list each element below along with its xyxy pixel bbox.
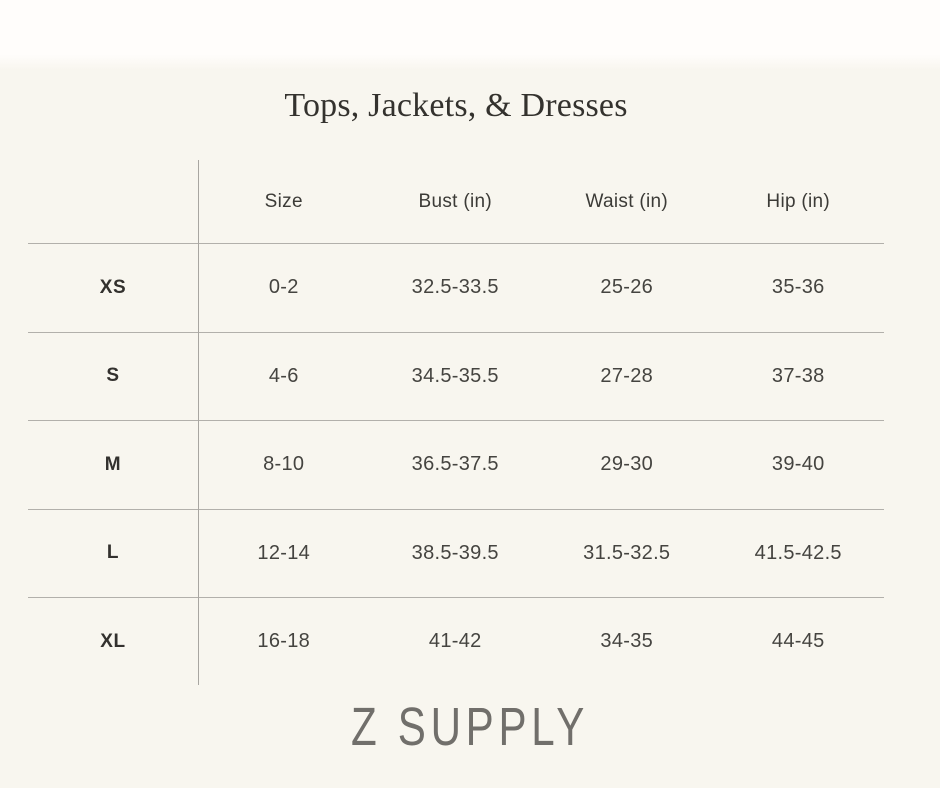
table-row-m: M 8-10 36.5-37.5 29-30 39-40 bbox=[28, 420, 884, 509]
row-label: S bbox=[106, 365, 120, 387]
cell-bust: 41-42 bbox=[428, 630, 482, 653]
column-header-hip: Hip (in) bbox=[766, 190, 831, 212]
cell-waist: 31.5-32.5 bbox=[583, 541, 671, 564]
table-vertical-divider bbox=[198, 160, 199, 685]
cell-bust: 38.5-39.5 bbox=[411, 541, 499, 564]
cell-hip: 37-38 bbox=[771, 364, 825, 387]
column-header-size: Size bbox=[264, 190, 303, 212]
brand-logo: Z SUPPLY bbox=[351, 697, 589, 757]
table-row-xl: XL 16-18 41-42 34-35 44-45 bbox=[28, 597, 884, 686]
cell-size: 8-10 bbox=[263, 453, 305, 476]
page-title: Tops, Jackets, & Dresses bbox=[284, 87, 628, 124]
cell-size: 16-18 bbox=[257, 630, 311, 653]
cell-hip: 44-45 bbox=[771, 630, 825, 653]
table-row-l: L 12-14 38.5-39.5 31.5-32.5 41.5-42.5 bbox=[28, 508, 884, 598]
row-label: XL bbox=[100, 630, 126, 652]
cell-waist: 29-30 bbox=[600, 453, 654, 476]
cell-bust: 32.5-33.5 bbox=[411, 276, 499, 299]
size-chart-table: Size Bust (in) Waist (in) Hip (in) XS 0-2… bbox=[28, 160, 884, 686]
cell-size: 0-2 bbox=[268, 276, 299, 299]
column-header-bust: Bust (in) bbox=[418, 190, 492, 212]
column-header-waist: Waist (in) bbox=[585, 190, 669, 212]
cell-size: 4-6 bbox=[268, 364, 299, 387]
cell-hip: 39-40 bbox=[771, 453, 825, 476]
table-row-s: S 4-6 34.5-35.5 27-28 37-38 bbox=[28, 331, 884, 421]
cell-bust: 36.5-37.5 bbox=[411, 453, 499, 476]
cell-waist: 34-35 bbox=[600, 630, 654, 653]
row-label: XS bbox=[99, 276, 127, 298]
top-band bbox=[0, 0, 940, 70]
row-label: L bbox=[106, 542, 120, 564]
table-header-row: Size Bust (in) Waist (in) Hip (in) bbox=[28, 160, 884, 243]
cell-waist: 27-28 bbox=[600, 364, 654, 387]
cell-bust: 34.5-35.5 bbox=[411, 364, 499, 387]
cell-waist: 25-26 bbox=[600, 276, 654, 299]
row-label: M bbox=[104, 453, 122, 475]
cell-hip: 41.5-42.5 bbox=[754, 541, 842, 564]
cell-hip: 35-36 bbox=[771, 276, 825, 299]
cell-size: 12-14 bbox=[257, 541, 311, 564]
table-row-xs: XS 0-2 32.5-33.5 25-26 35-36 bbox=[28, 243, 884, 332]
table-header-corner bbox=[28, 160, 198, 243]
